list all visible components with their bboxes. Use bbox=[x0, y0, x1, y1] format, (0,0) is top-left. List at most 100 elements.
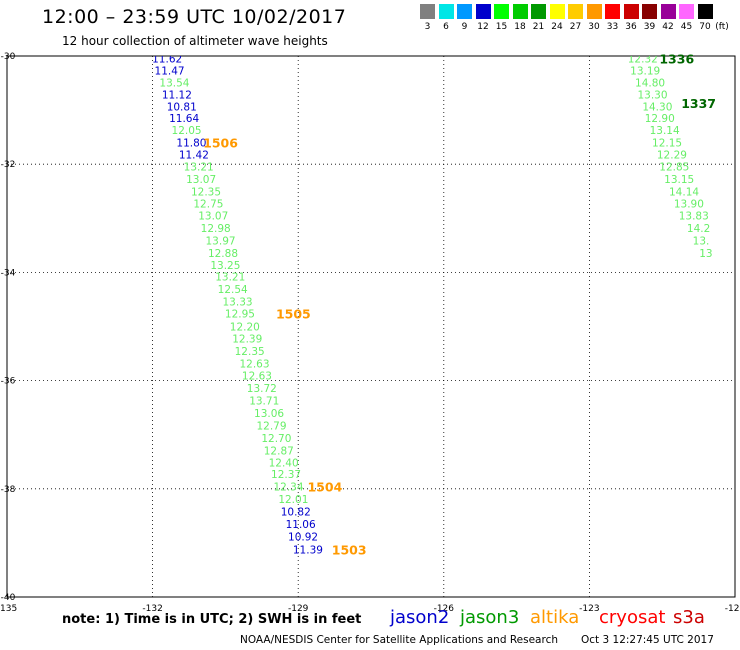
legend-jason2: jason2 bbox=[390, 607, 450, 628]
y-tick-label: -30 bbox=[1, 52, 16, 62]
swh-value-label: 12.40 bbox=[269, 457, 299, 469]
swh-value-label: 13.07 bbox=[186, 174, 216, 186]
colorbar-swatch bbox=[586, 4, 602, 19]
swh-value-label: 14.80 bbox=[635, 78, 665, 90]
swh-value-label: 12.32 bbox=[628, 54, 658, 66]
swh-value-label: 13.21 bbox=[215, 272, 245, 284]
pass-time-label: 1505 bbox=[276, 307, 311, 322]
y-tick-label: -38 bbox=[1, 485, 16, 495]
colorbar-label: 24 bbox=[551, 22, 563, 32]
colorbar-label: 9 bbox=[461, 22, 468, 32]
swh-value-label: 13.83 bbox=[679, 211, 709, 223]
colorbar-label: 70 bbox=[699, 22, 711, 32]
pass-time-label: 1337 bbox=[681, 96, 716, 111]
colorbar-swatch bbox=[605, 4, 620, 19]
colorbar-unit: (ft) bbox=[715, 22, 729, 32]
swh-value-label: 13.06 bbox=[254, 408, 284, 420]
colorbar-label: 42 bbox=[662, 22, 674, 32]
colorbar-swatch bbox=[568, 4, 583, 19]
swh-value-label: 12.90 bbox=[645, 113, 675, 125]
swh-value-label: 12.54 bbox=[218, 284, 248, 296]
legend-altika: altika bbox=[530, 607, 580, 628]
legend-cryosat: cryosat bbox=[599, 607, 666, 628]
colorbar-swatch bbox=[420, 4, 435, 19]
x-tick-label: -120 bbox=[725, 604, 740, 614]
swh-value-label: 10.81 bbox=[167, 101, 197, 113]
swh-value-label: 12.63 bbox=[239, 358, 269, 370]
swh-value-label: 13. bbox=[693, 235, 710, 247]
colorbar-label: 15 bbox=[495, 22, 508, 32]
swh-value-label: 12.85 bbox=[659, 161, 689, 173]
swh-value-label: 12.87 bbox=[264, 445, 294, 457]
swh-value-label: 12.29 bbox=[657, 149, 687, 161]
swh-value-label: 12.15 bbox=[652, 138, 682, 150]
swh-value-label: 12.20 bbox=[230, 322, 260, 334]
plot-frame bbox=[6, 55, 736, 598]
swh-value-label: 12.35 bbox=[191, 186, 221, 198]
colorbar-label: 33 bbox=[606, 22, 619, 32]
swh-value-label: 13.90 bbox=[674, 199, 704, 211]
swh-value-label: 12.79 bbox=[256, 421, 286, 433]
swh-value-label: 11.06 bbox=[286, 519, 316, 531]
colorbar-swatch bbox=[438, 4, 454, 19]
y-tick-label: -32 bbox=[1, 160, 16, 170]
colorbar-swatch bbox=[549, 4, 565, 19]
colorbar-label: 30 bbox=[588, 22, 600, 32]
y-tick-label: -36 bbox=[1, 377, 16, 387]
colorbar-label: 12 bbox=[477, 22, 489, 32]
swh-value-label: 13.97 bbox=[206, 235, 236, 247]
colorbar-swatch bbox=[457, 4, 472, 19]
swh-value-label: 13.30 bbox=[637, 89, 667, 101]
x-tick-label: -132 bbox=[142, 604, 162, 614]
swh-value-label: 12.70 bbox=[261, 433, 291, 445]
swh-value-label: 12.98 bbox=[201, 223, 231, 235]
swh-value-label: 11.47 bbox=[155, 66, 185, 78]
swh-value-label: 13.72 bbox=[247, 383, 277, 395]
x-tick-label: -126 bbox=[434, 604, 455, 614]
page-title: 12:00 – 23:59 UTC 10/02/2017 bbox=[42, 6, 347, 28]
swh-value-label: 11.62 bbox=[152, 54, 182, 66]
colorbar-swatch bbox=[642, 4, 657, 19]
swh-value-label: 13.14 bbox=[650, 125, 680, 137]
x-tick-label: -123 bbox=[579, 604, 599, 614]
swh-value-label: 13.19 bbox=[630, 66, 660, 78]
colorbar-label: 18 bbox=[514, 22, 526, 32]
colorbar-label: 3 bbox=[424, 22, 431, 32]
colorbar-swatch bbox=[660, 4, 676, 19]
pass-time-label: 1504 bbox=[307, 480, 342, 495]
legend-jason3: jason3 bbox=[460, 607, 520, 628]
footnote: note: 1) Time is in UTC; 2) SWH is in fe… bbox=[62, 612, 362, 627]
x-tick-label: -129 bbox=[288, 604, 309, 614]
swh-value-label: 13.71 bbox=[249, 396, 279, 408]
swh-value-label: 12.75 bbox=[193, 199, 223, 211]
swh-value-label: 12.35 bbox=[235, 346, 265, 358]
swh-value-label: 14.2 bbox=[687, 223, 710, 235]
credit-text: NOAA/NESDIS Center for Satellite Applica… bbox=[240, 634, 558, 646]
swh-value-label: 13.21 bbox=[184, 161, 214, 173]
colorbar-swatch bbox=[512, 4, 528, 19]
swh-value-label: 12.05 bbox=[172, 125, 202, 137]
colorbar-label: 6 bbox=[443, 22, 449, 32]
colorbar-swatch bbox=[475, 4, 491, 19]
colorbar-label: 21 bbox=[532, 22, 545, 32]
colorbar-swatch bbox=[679, 4, 694, 19]
swh-value-label: 14.30 bbox=[642, 101, 672, 113]
y-tick-label: -34 bbox=[1, 268, 16, 278]
pass-time-label: 1503 bbox=[332, 542, 367, 557]
pass-time-label: 1506 bbox=[203, 136, 238, 151]
colorbar-label: 45 bbox=[680, 22, 693, 32]
y-tick-label: -40 bbox=[1, 593, 16, 603]
swh-value-label: 12.63 bbox=[242, 371, 272, 383]
swh-value-label: 11.80 bbox=[176, 138, 206, 150]
colorbar-label: 39 bbox=[643, 22, 656, 32]
swh-value-label: 14.14 bbox=[669, 186, 699, 198]
swh-value-label: 13 bbox=[699, 248, 712, 260]
swh-value-label: 12.88 bbox=[208, 248, 238, 260]
colorbar-label: 36 bbox=[625, 22, 637, 32]
swh-value-label: 12.39 bbox=[232, 333, 262, 345]
legend-s3a: s3a bbox=[673, 607, 705, 628]
swh-value-label: 12.34 bbox=[273, 482, 303, 494]
generated-timestamp: Oct 3 12:27:45 UTC 2017 bbox=[581, 634, 714, 646]
pass-time-label: 1336 bbox=[659, 52, 694, 67]
